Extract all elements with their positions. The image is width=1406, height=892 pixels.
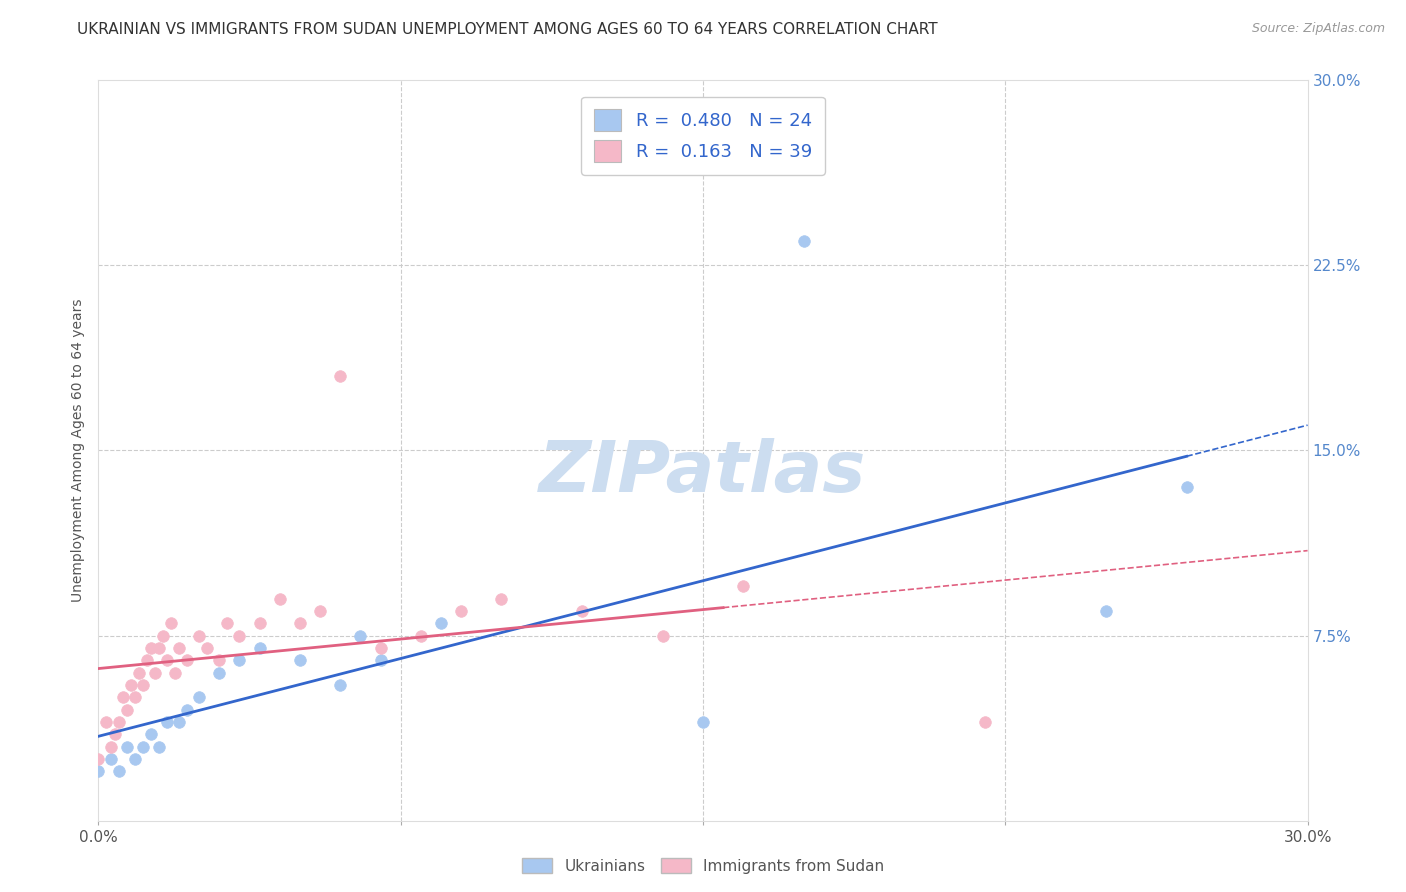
Point bbox=[409, 628, 432, 642]
Point bbox=[176, 653, 198, 667]
Point bbox=[228, 653, 250, 667]
Text: Source: ZipAtlas.com: Source: ZipAtlas.com bbox=[1251, 22, 1385, 36]
Point bbox=[139, 727, 162, 741]
Point bbox=[143, 665, 166, 680]
Legend: R =  0.480   N = 24, R =  0.163   N = 39: R = 0.480 N = 24, R = 0.163 N = 39 bbox=[582, 96, 824, 175]
Point bbox=[329, 369, 352, 384]
Point bbox=[160, 616, 183, 631]
Point bbox=[87, 764, 110, 779]
Point bbox=[156, 653, 179, 667]
Point bbox=[132, 739, 155, 754]
Point bbox=[349, 628, 371, 642]
Point bbox=[124, 752, 146, 766]
Point bbox=[228, 628, 250, 642]
Point bbox=[135, 653, 157, 667]
Point bbox=[974, 714, 997, 729]
Point bbox=[249, 640, 271, 655]
Point bbox=[309, 604, 332, 618]
Point bbox=[128, 665, 150, 680]
Point bbox=[163, 665, 186, 680]
Y-axis label: Unemployment Among Ages 60 to 64 years: Unemployment Among Ages 60 to 64 years bbox=[72, 299, 86, 602]
Point bbox=[249, 616, 271, 631]
Point bbox=[195, 640, 218, 655]
Point bbox=[188, 628, 211, 642]
Point bbox=[100, 752, 122, 766]
Point bbox=[370, 640, 392, 655]
Point bbox=[139, 640, 162, 655]
Point bbox=[288, 653, 311, 667]
Point bbox=[208, 653, 231, 667]
Point bbox=[148, 739, 170, 754]
Text: ZIPatlas: ZIPatlas bbox=[540, 438, 866, 508]
Point bbox=[103, 727, 125, 741]
Point bbox=[491, 591, 513, 606]
Point bbox=[217, 616, 239, 631]
Point bbox=[370, 653, 392, 667]
Point bbox=[288, 616, 311, 631]
Point bbox=[450, 604, 472, 618]
Point bbox=[152, 628, 174, 642]
Point bbox=[167, 714, 190, 729]
Point bbox=[571, 604, 593, 618]
Point bbox=[132, 678, 155, 692]
Point bbox=[96, 714, 118, 729]
Point bbox=[167, 640, 190, 655]
Point bbox=[100, 739, 122, 754]
Point bbox=[156, 714, 179, 729]
Point bbox=[176, 703, 198, 717]
Point bbox=[1175, 480, 1198, 494]
Point bbox=[115, 739, 138, 754]
Point bbox=[111, 690, 134, 705]
Point bbox=[120, 678, 142, 692]
Point bbox=[188, 690, 211, 705]
Point bbox=[107, 714, 129, 729]
Point bbox=[1095, 604, 1118, 618]
Point bbox=[733, 579, 755, 593]
Point bbox=[651, 628, 673, 642]
Point bbox=[115, 703, 138, 717]
Point bbox=[87, 752, 110, 766]
Point bbox=[107, 764, 129, 779]
Legend: Ukrainians, Immigrants from Sudan: Ukrainians, Immigrants from Sudan bbox=[516, 852, 890, 880]
Point bbox=[692, 714, 714, 729]
Point bbox=[124, 690, 146, 705]
Text: UKRAINIAN VS IMMIGRANTS FROM SUDAN UNEMPLOYMENT AMONG AGES 60 TO 64 YEARS CORREL: UKRAINIAN VS IMMIGRANTS FROM SUDAN UNEMP… bbox=[77, 22, 938, 37]
Point bbox=[208, 665, 231, 680]
Point bbox=[269, 591, 291, 606]
Point bbox=[430, 616, 453, 631]
Point bbox=[329, 678, 352, 692]
Point bbox=[148, 640, 170, 655]
Point bbox=[793, 234, 815, 248]
